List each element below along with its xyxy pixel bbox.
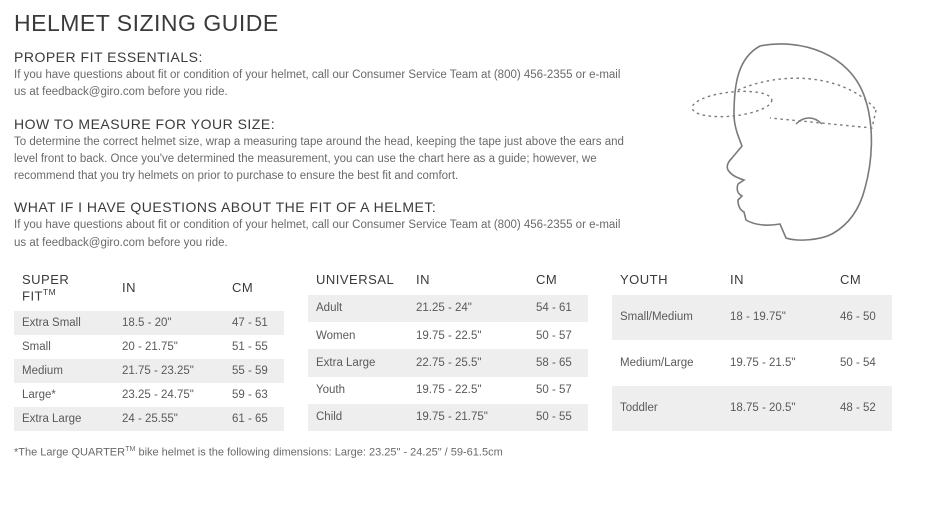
table-cell: Medium/Large <box>612 340 722 385</box>
table-cell: 21.75 - 23.25" <box>114 359 224 383</box>
table-cell: 46 - 50 <box>832 295 892 340</box>
table-cell: 19.75 - 22.5" <box>408 322 528 349</box>
section-heading: PROPER FIT ESSENTIALS: <box>14 49 634 65</box>
table-row: Child19.75 - 21.75"50 - 55 <box>308 404 588 431</box>
table-cell: 54 - 61 <box>528 295 588 322</box>
table-cell: Women <box>308 322 408 349</box>
col-header: YOUTH <box>612 266 722 295</box>
section-body: If you have questions about fit or condi… <box>14 217 634 252</box>
col-header: IN <box>114 266 224 311</box>
table-cell: 48 - 52 <box>832 386 892 431</box>
table-row: Medium21.75 - 23.25"55 - 59 <box>14 359 284 383</box>
table-cell: 61 - 65 <box>224 407 284 431</box>
tables-row: SUPER FITTM IN CM Extra Small18.5 - 20"4… <box>14 266 916 431</box>
section-heading: WHAT IF I HAVE QUESTIONS ABOUT THE FIT O… <box>14 199 634 215</box>
table-body: Small/Medium18 - 19.75"46 - 50Medium/Lar… <box>612 295 892 431</box>
table-row: Medium/Large19.75 - 21.5"50 - 54 <box>612 340 892 385</box>
col-header: SUPER FITTM <box>14 266 114 311</box>
table-cell: 47 - 51 <box>224 311 284 335</box>
table-cell: Small <box>14 335 114 359</box>
table-row: Small20 - 21.75"51 - 55 <box>14 335 284 359</box>
table-row: Adult21.25 - 24"54 - 61 <box>308 295 588 322</box>
table-row: Extra Large22.75 - 25.5"58 - 65 <box>308 349 588 376</box>
table-superfit: SUPER FITTM IN CM Extra Small18.5 - 20"4… <box>14 266 284 431</box>
table-cell: 23.25 - 24.75" <box>114 383 224 407</box>
table-cell: Small/Medium <box>612 295 722 340</box>
section-heading: HOW TO MEASURE FOR YOUR SIZE: <box>14 116 634 132</box>
table-cell: 50 - 55 <box>528 404 588 431</box>
table-cell: 19.75 - 21.5" <box>722 340 832 385</box>
section-how-to-measure: HOW TO MEASURE FOR YOUR SIZE: To determi… <box>14 116 634 186</box>
table-row: Extra Small18.5 - 20"47 - 51 <box>14 311 284 335</box>
table-cell: Extra Large <box>14 407 114 431</box>
table-body: Extra Small18.5 - 20"47 - 51Small20 - 21… <box>14 311 284 431</box>
table-row: Large*23.25 - 24.75"59 - 63 <box>14 383 284 407</box>
col-header: CM <box>224 266 284 311</box>
col-header: CM <box>528 266 588 295</box>
table-cell: 24 - 25.55" <box>114 407 224 431</box>
table-row: Women19.75 - 22.5"50 - 57 <box>308 322 588 349</box>
table-cell: 22.75 - 25.5" <box>408 349 528 376</box>
col-header: CM <box>832 266 892 295</box>
table-cell: Medium <box>14 359 114 383</box>
table-cell: 18.5 - 20" <box>114 311 224 335</box>
table-cell: 50 - 57 <box>528 322 588 349</box>
table-cell: Extra Small <box>14 311 114 335</box>
section-proper-fit: PROPER FIT ESSENTIALS: If you have quest… <box>14 49 634 102</box>
table-cell: Adult <box>308 295 408 322</box>
table-cell: Extra Large <box>308 349 408 376</box>
table-cell: Large* <box>14 383 114 407</box>
table-row: Youth19.75 - 22.5"50 - 57 <box>308 377 588 404</box>
col-header: IN <box>408 266 528 295</box>
table-cell: 58 - 65 <box>528 349 588 376</box>
table-row: Toddler18.75 - 20.5"48 - 52 <box>612 386 892 431</box>
table-youth: YOUTH IN CM Small/Medium18 - 19.75"46 - … <box>612 266 892 431</box>
table-cell: 21.25 - 24" <box>408 295 528 322</box>
table-cell: 18 - 19.75" <box>722 295 832 340</box>
table-cell: Child <box>308 404 408 431</box>
table-cell: Toddler <box>612 386 722 431</box>
table-row: Extra Large24 - 25.55"61 - 65 <box>14 407 284 431</box>
table-cell: 19.75 - 22.5" <box>408 377 528 404</box>
section-body: If you have questions about fit or condi… <box>14 67 634 102</box>
table-cell: 51 - 55 <box>224 335 284 359</box>
table-cell: 19.75 - 21.75" <box>408 404 528 431</box>
table-cell: 18.75 - 20.5" <box>722 386 832 431</box>
table-universal: UNIVERSAL IN CM Adult21.25 - 24"54 - 61W… <box>308 266 588 431</box>
col-header: IN <box>722 266 832 295</box>
table-cell: 59 - 63 <box>224 383 284 407</box>
table-cell: 50 - 57 <box>528 377 588 404</box>
section-questions: WHAT IF I HAVE QUESTIONS ABOUT THE FIT O… <box>14 199 634 252</box>
footnote: *The Large QUARTERTM bike helmet is the … <box>14 445 916 459</box>
col-header: UNIVERSAL <box>308 266 408 295</box>
section-body: To determine the correct helmet size, wr… <box>14 134 634 186</box>
table-cell: Youth <box>308 377 408 404</box>
table-row: Small/Medium18 - 19.75"46 - 50 <box>612 295 892 340</box>
table-cell: 55 - 59 <box>224 359 284 383</box>
table-cell: 50 - 54 <box>832 340 892 385</box>
table-cell: 20 - 21.75" <box>114 335 224 359</box>
head-profile-icon <box>680 28 890 248</box>
table-body: Adult21.25 - 24"54 - 61Women19.75 - 22.5… <box>308 295 588 431</box>
